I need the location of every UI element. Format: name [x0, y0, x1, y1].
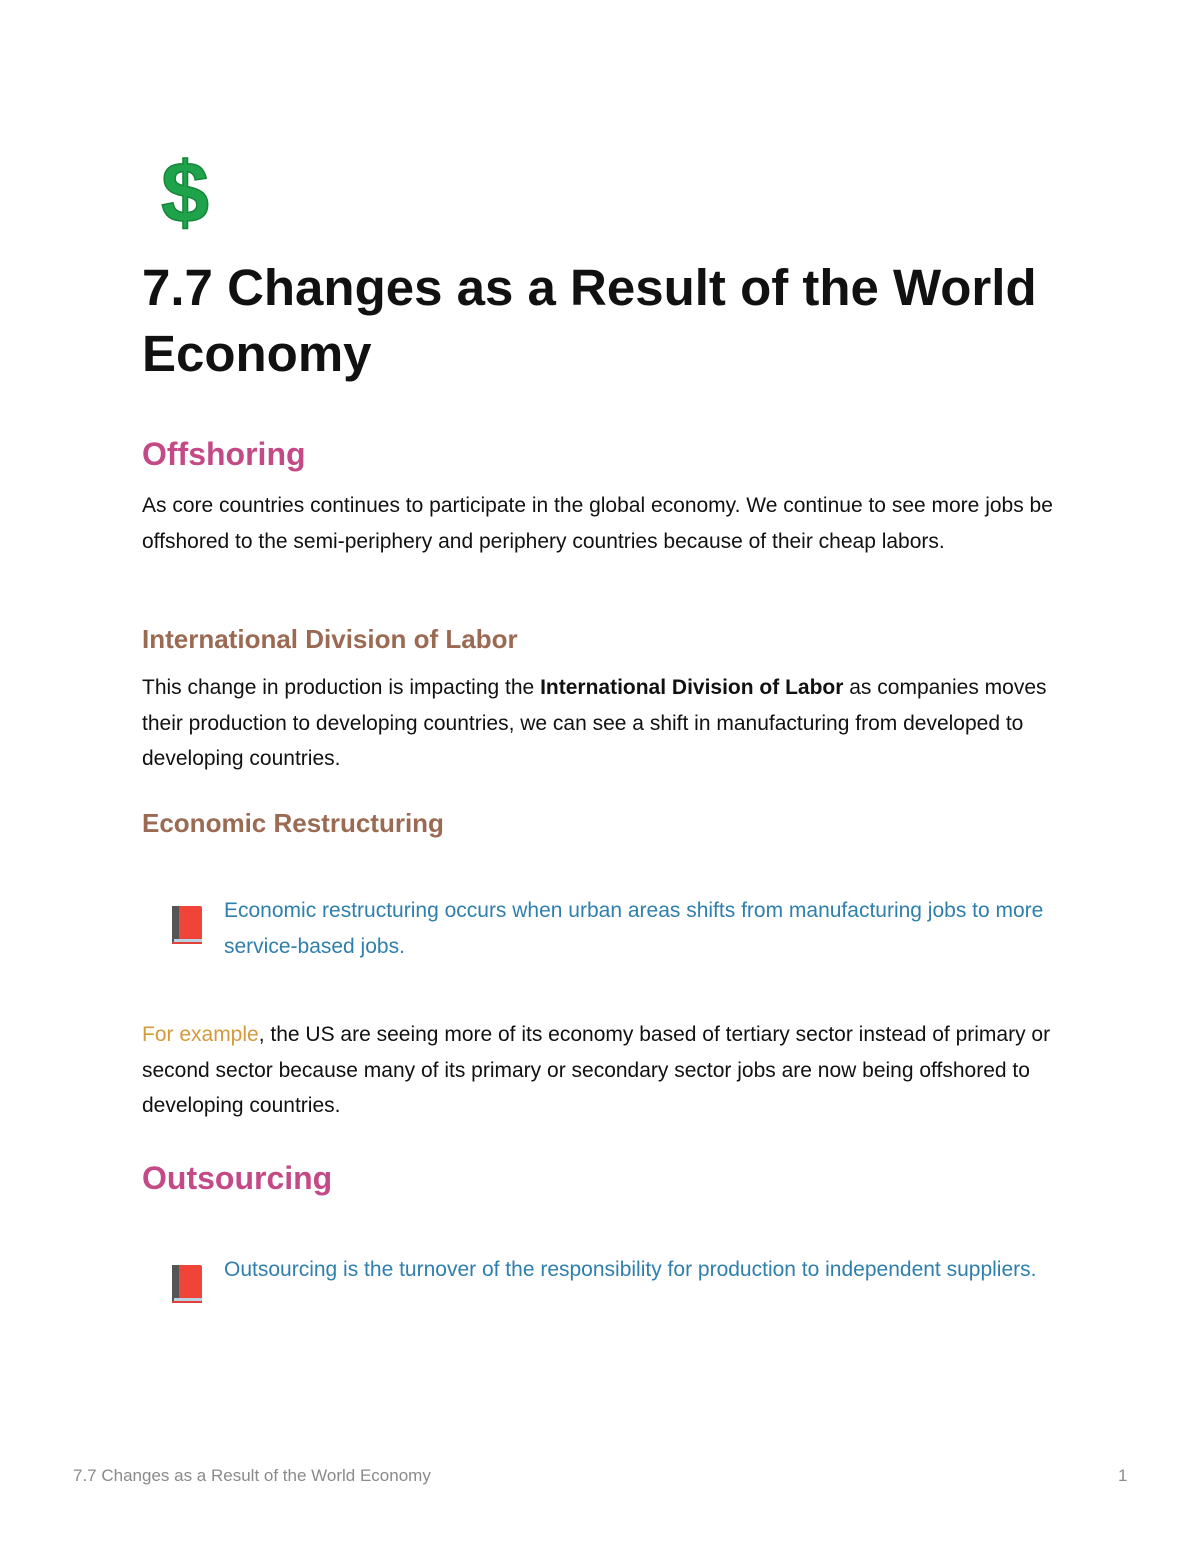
example-paragraph: For example, the US are seeing more of i… [142, 1017, 1072, 1124]
example-label: For example [142, 1023, 259, 1046]
footer-title: 7.7 Changes as a Result of the World Eco… [73, 1466, 431, 1485]
callout-text: Economic restructuring occurs when urban… [224, 899, 1044, 958]
section-heading-international-division-of-labor: International Division of Labor [142, 624, 518, 654]
svg-text:$: $ [161, 150, 209, 235]
callout-text: Outsourcing is the turnover of the respo… [224, 1258, 1037, 1281]
international-division-paragraph: This change in production is impacting t… [142, 670, 1072, 777]
page-title: 7.7 Changes as a Result of the World Eco… [142, 259, 1037, 382]
paragraph-text: as companies moves their production to d… [142, 676, 1047, 770]
section-heading-offshoring: Offshoring [142, 436, 306, 472]
section-heading-economic-restructuring: Economic Restructuring [142, 808, 444, 838]
dollar-sign-icon: $ [160, 150, 209, 235]
red-book-icon [172, 1265, 202, 1303]
red-book-icon [172, 906, 202, 944]
bold-term: International Division of Labor [540, 676, 844, 699]
example-text: , the US are seeing more of its economy … [142, 1023, 1051, 1117]
section-heading-outsourcing: Outsourcing [142, 1160, 333, 1196]
page-number: 1 [1118, 1466, 1128, 1485]
paragraph-text: This change in production is impacting t… [142, 676, 541, 699]
offshoring-paragraph: As core countries continues to participa… [142, 494, 1053, 553]
